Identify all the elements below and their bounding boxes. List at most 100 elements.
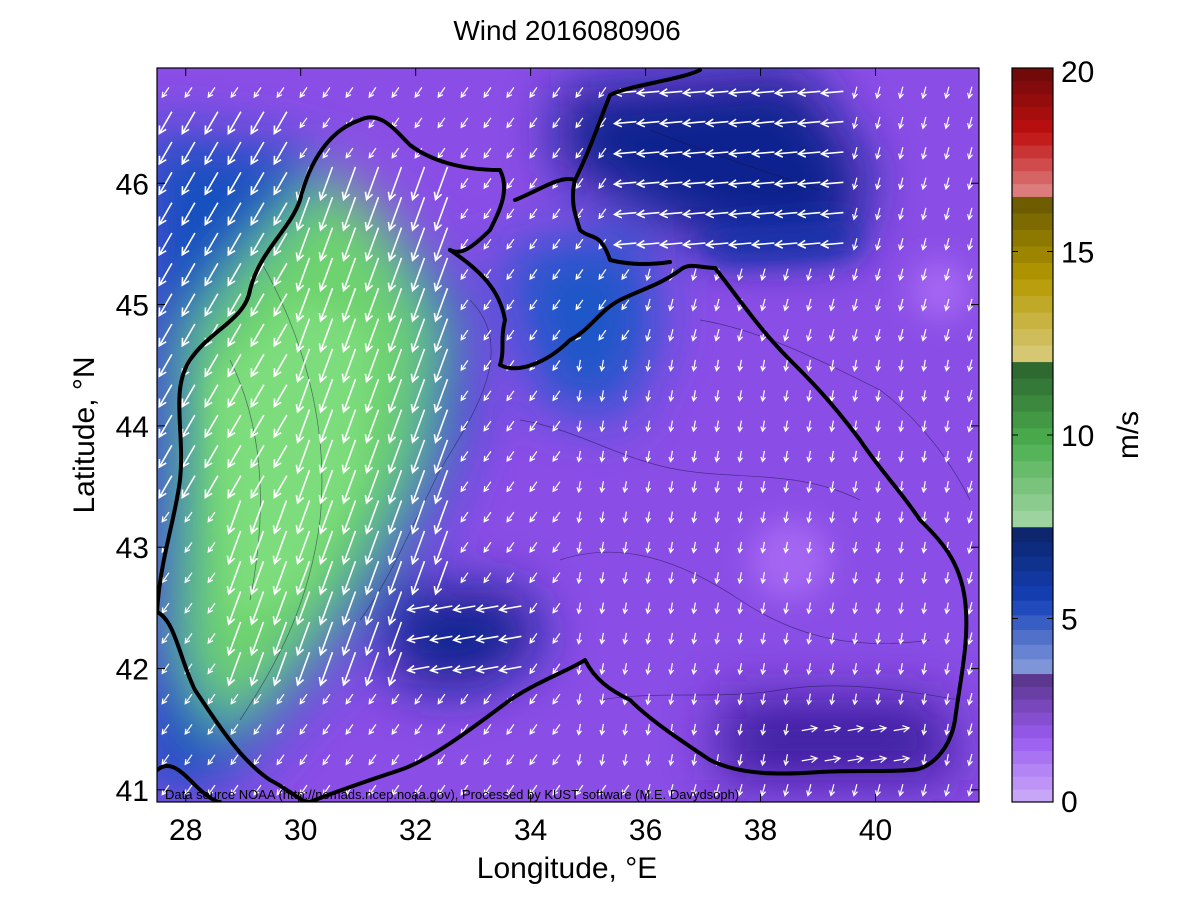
wind-arrow	[681, 179, 706, 189]
wind-arrow	[622, 420, 629, 433]
wind-arrow	[552, 784, 561, 796]
wind-arrow	[645, 329, 652, 342]
wind-arrow	[691, 390, 698, 403]
wind-arrow	[760, 450, 766, 463]
wind-arrow	[227, 202, 242, 226]
wind-arrow	[161, 572, 170, 584]
wind-arrow	[967, 116, 973, 130]
wind-arrow	[391, 784, 400, 796]
wind-arrow	[967, 207, 973, 221]
wind-arrow	[944, 784, 950, 797]
wind-arrow	[806, 541, 812, 554]
wind-arrow	[227, 444, 242, 469]
colorbar-band	[1012, 644, 1053, 660]
wind-arrow	[437, 117, 446, 129]
wind-arrow	[410, 560, 426, 596]
wind-arrow	[622, 602, 629, 615]
colorbar-band	[1012, 477, 1053, 495]
wind-arrow	[852, 329, 858, 342]
colorbar-band	[1012, 183, 1053, 197]
wind-arrow	[852, 663, 858, 676]
wind-arrow	[819, 88, 844, 98]
wind-arrow	[529, 117, 538, 129]
wind-arrow	[506, 178, 515, 190]
wind-arrow	[612, 209, 637, 219]
wind-arrow	[801, 755, 819, 764]
wind-arrow	[714, 359, 721, 372]
wind-arrow	[318, 500, 334, 535]
wind-arrow	[704, 148, 729, 158]
wind-arrow	[691, 481, 698, 494]
colorbar-band	[1012, 212, 1053, 230]
wind-arrow	[658, 179, 683, 189]
wind-arrow	[727, 148, 752, 158]
wind-arrow	[391, 754, 400, 766]
chart-title: Wind 2016080906	[453, 15, 680, 46]
wind-arrow	[410, 318, 426, 353]
wind-arrow	[783, 602, 789, 615]
wind-arrow	[341, 560, 357, 596]
wind-arrow	[318, 560, 334, 596]
wind-arrow	[181, 293, 196, 317]
wind-arrow	[681, 209, 706, 219]
wind-arrow	[598, 178, 607, 190]
wind-arrow	[668, 602, 675, 615]
wind-arrow	[599, 420, 606, 433]
wind-arrow	[273, 475, 288, 499]
wind-arrow	[783, 572, 789, 585]
wind-arrow	[460, 360, 469, 372]
wind-arrow	[460, 572, 469, 584]
wind-arrow	[318, 257, 334, 293]
wind-arrow	[714, 784, 721, 797]
wind-arrow	[847, 725, 865, 733]
wind-arrow	[249, 591, 265, 626]
colorbar-tick-label: 15	[1061, 237, 1094, 270]
wind-arrow	[576, 693, 583, 706]
wind-arrow	[737, 754, 743, 767]
wind-arrow	[387, 227, 403, 262]
y-tick-label: 41	[116, 775, 149, 808]
wind-arrow	[475, 664, 499, 674]
wind-arrow	[364, 500, 380, 535]
wind-arrow	[272, 651, 288, 687]
wind-arrow	[760, 784, 767, 797]
wind-arrow	[921, 177, 927, 191]
wind-arrow	[184, 693, 193, 705]
wind-arrow	[552, 208, 561, 220]
wind-arrow	[250, 475, 265, 499]
wind-arrow	[387, 348, 403, 384]
wind-arrow	[387, 500, 403, 535]
wind-arrow	[364, 318, 380, 353]
wind-arrow	[875, 390, 881, 403]
wind-arrow	[529, 269, 538, 281]
wind-arrow	[158, 111, 173, 135]
wind-arrow	[506, 784, 515, 796]
wind-arrow	[249, 530, 265, 566]
wind-arrow	[552, 360, 561, 372]
wind-arrow	[341, 378, 357, 414]
wind-arrow	[158, 202, 173, 226]
wind-arrow	[552, 754, 561, 766]
wind-arrow	[599, 390, 606, 403]
field-azov	[560, 70, 870, 250]
wind-arrow	[318, 621, 334, 657]
wind-arrow	[783, 693, 789, 706]
wind-arrow	[483, 147, 492, 159]
wind-arrow	[829, 329, 836, 342]
wind-arrow	[230, 87, 239, 99]
wind-arrow	[368, 784, 377, 796]
wind-arrow	[645, 784, 652, 797]
wind-arrow	[852, 481, 858, 494]
wind-arrow	[273, 414, 288, 439]
colorbar-band	[1012, 361, 1053, 379]
wind-arrow	[668, 329, 675, 342]
wind-arrow	[181, 111, 196, 135]
wind-arrow	[944, 754, 950, 767]
wind-arrow	[529, 390, 538, 402]
x-tick-label: 36	[629, 814, 662, 847]
wind-arrow	[552, 663, 561, 675]
wind-arrow	[433, 348, 449, 384]
wind-arrow	[506, 269, 515, 281]
wind-arrow	[414, 87, 423, 99]
wind-arrow	[204, 171, 219, 196]
